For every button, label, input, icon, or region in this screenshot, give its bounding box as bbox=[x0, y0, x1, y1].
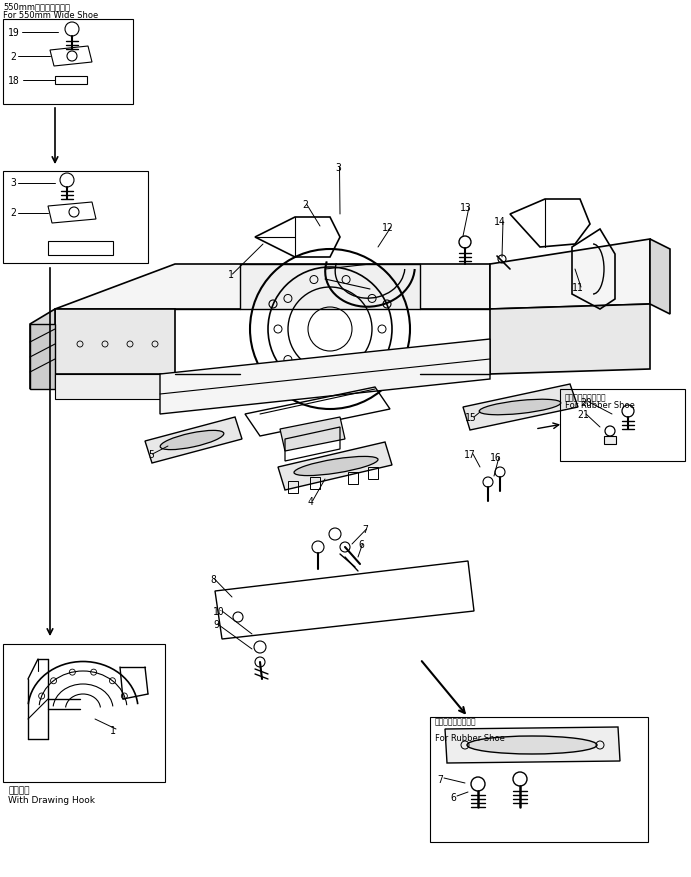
Text: 7: 7 bbox=[437, 774, 443, 784]
Text: ラバーシュー装着時: ラバーシュー装着時 bbox=[565, 393, 607, 402]
Text: 16: 16 bbox=[490, 453, 502, 462]
Polygon shape bbox=[490, 239, 650, 310]
Text: 6: 6 bbox=[358, 539, 364, 549]
Ellipse shape bbox=[467, 736, 597, 754]
Bar bbox=[368, 467, 378, 480]
Polygon shape bbox=[278, 443, 392, 490]
Text: 5: 5 bbox=[148, 450, 154, 460]
Text: 3: 3 bbox=[10, 178, 16, 188]
Text: 17: 17 bbox=[464, 450, 475, 460]
Text: ラバーシュー装着時: ラバーシュー装着時 bbox=[435, 717, 477, 725]
Text: 12: 12 bbox=[382, 223, 394, 232]
Bar bbox=[3, 645, 165, 782]
Ellipse shape bbox=[480, 400, 561, 416]
Text: 7: 7 bbox=[362, 524, 368, 534]
Bar bbox=[48, 242, 113, 256]
Bar bbox=[30, 324, 55, 389]
Text: 10: 10 bbox=[213, 606, 225, 617]
Text: 2: 2 bbox=[10, 52, 16, 62]
Text: 6: 6 bbox=[450, 792, 456, 802]
Text: For 550mm Wide Shoe: For 550mm Wide Shoe bbox=[3, 11, 98, 20]
Text: With Drawing Hook: With Drawing Hook bbox=[8, 795, 95, 804]
Bar bbox=[348, 473, 358, 484]
Bar bbox=[310, 477, 320, 489]
Bar bbox=[3, 20, 133, 105]
Bar bbox=[3, 172, 148, 264]
Text: 19: 19 bbox=[8, 28, 20, 38]
Ellipse shape bbox=[160, 431, 224, 450]
Bar bbox=[604, 437, 616, 445]
Bar bbox=[560, 389, 685, 461]
Polygon shape bbox=[160, 339, 490, 415]
Polygon shape bbox=[280, 417, 345, 452]
Text: 13: 13 bbox=[460, 203, 472, 213]
Text: 14: 14 bbox=[494, 217, 506, 227]
Text: フック付: フック付 bbox=[8, 785, 30, 794]
Text: For Rubber Shoe: For Rubber Shoe bbox=[565, 401, 635, 410]
Text: 9: 9 bbox=[213, 619, 219, 630]
Text: 3: 3 bbox=[335, 163, 341, 173]
Polygon shape bbox=[55, 265, 490, 310]
Polygon shape bbox=[55, 310, 175, 374]
Text: 11: 11 bbox=[572, 282, 584, 293]
Text: 18: 18 bbox=[8, 76, 20, 86]
Text: 1: 1 bbox=[228, 270, 234, 280]
Text: For Rubber Shoe: For Rubber Shoe bbox=[435, 733, 505, 742]
Text: 1: 1 bbox=[110, 725, 116, 735]
Polygon shape bbox=[145, 417, 242, 463]
Text: 21: 21 bbox=[577, 410, 589, 419]
Text: 2: 2 bbox=[10, 208, 16, 217]
Bar bbox=[430, 717, 648, 842]
Polygon shape bbox=[30, 310, 55, 389]
Polygon shape bbox=[650, 239, 670, 315]
Polygon shape bbox=[463, 384, 578, 431]
Polygon shape bbox=[490, 304, 650, 374]
Text: 4: 4 bbox=[308, 496, 314, 506]
Bar bbox=[288, 481, 298, 494]
Text: 550mm幅シュー装着時: 550mm幅シュー装着時 bbox=[3, 2, 70, 11]
Text: 8: 8 bbox=[210, 574, 216, 584]
Polygon shape bbox=[55, 374, 175, 400]
Ellipse shape bbox=[294, 457, 378, 476]
Text: 2: 2 bbox=[302, 200, 308, 210]
Text: 20: 20 bbox=[580, 397, 591, 408]
Polygon shape bbox=[240, 265, 420, 310]
Polygon shape bbox=[445, 727, 620, 763]
Bar bbox=[55, 77, 87, 85]
Text: 15: 15 bbox=[465, 412, 477, 423]
